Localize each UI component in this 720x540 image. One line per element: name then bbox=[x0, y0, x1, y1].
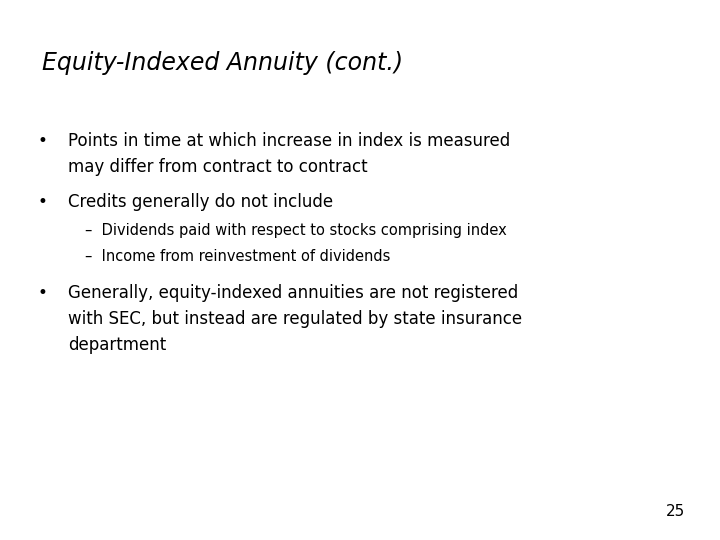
Text: may differ from contract to contract: may differ from contract to contract bbox=[68, 158, 368, 176]
Text: Equity-Indexed Annuity (cont.): Equity-Indexed Annuity (cont.) bbox=[42, 51, 403, 75]
Text: –  Income from reinvestment of dividends: – Income from reinvestment of dividends bbox=[85, 249, 390, 264]
Text: 25: 25 bbox=[666, 504, 685, 519]
Text: Points in time at which increase in index is measured: Points in time at which increase in inde… bbox=[68, 132, 510, 150]
Text: •: • bbox=[37, 132, 48, 150]
Text: with SEC, but instead are regulated by state insurance: with SEC, but instead are regulated by s… bbox=[68, 310, 523, 328]
Text: –  Dividends paid with respect to stocks comprising index: – Dividends paid with respect to stocks … bbox=[85, 223, 507, 238]
Text: Generally, equity-indexed annuities are not registered: Generally, equity-indexed annuities are … bbox=[68, 284, 518, 302]
Text: Credits generally do not include: Credits generally do not include bbox=[68, 193, 333, 211]
Text: •: • bbox=[37, 284, 48, 302]
Text: •: • bbox=[37, 193, 48, 211]
Text: department: department bbox=[68, 336, 166, 354]
